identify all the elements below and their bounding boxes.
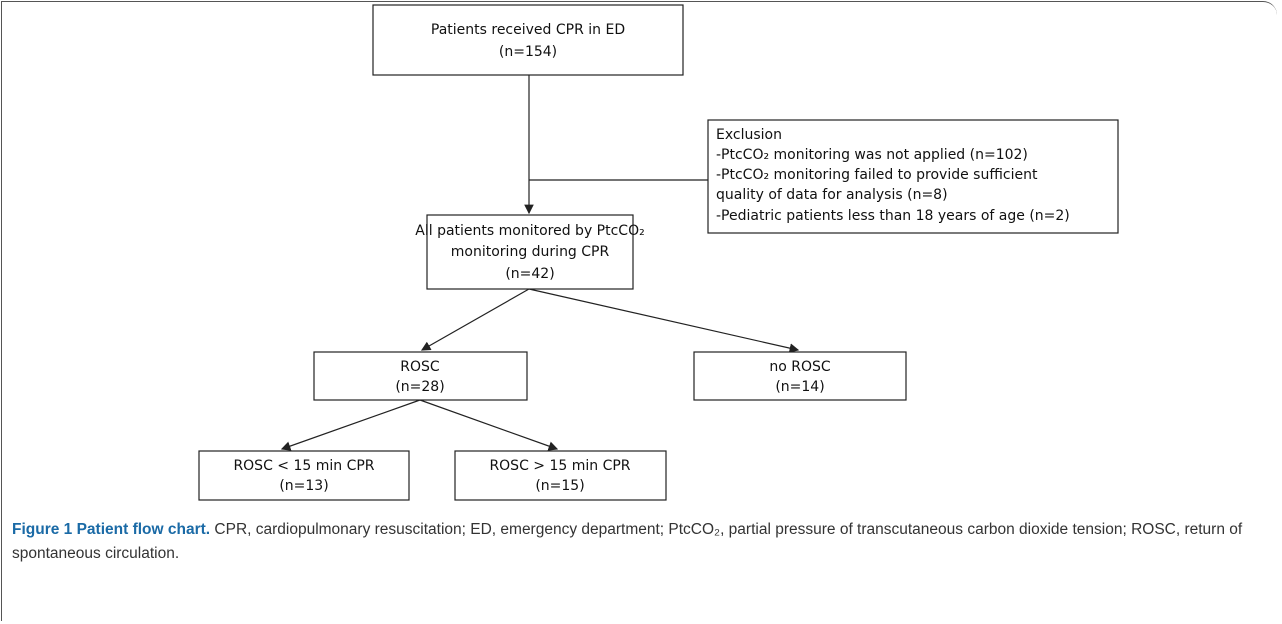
node-box [372, 4, 684, 76]
node-text: -Pediatric patients less than 18 years o… [716, 208, 1070, 224]
arrow [420, 288, 530, 351]
node-text: monitoring during CPR [451, 244, 610, 260]
caption-label: Figure 1 Patient flow chart. [12, 521, 211, 538]
arrow [280, 399, 421, 451]
node-text: Exclusion [716, 127, 782, 143]
node-text: quality of data for analysis (n=8) [716, 187, 948, 203]
arrow [528, 288, 800, 353]
node-box [198, 450, 410, 501]
node-text: (n=42) [505, 266, 554, 282]
node-text: (n=14) [775, 379, 824, 395]
node-text: (n=154) [499, 44, 557, 60]
caption-text: CPR, cardiopulmonary resuscitation; ED, … [12, 521, 1243, 562]
node-text: -PtcCO₂ monitoring was not applied (n=10… [716, 147, 1028, 163]
node-text: -PtcCO₂ monitoring failed to provide suf… [716, 167, 1038, 183]
node-text: (n=28) [395, 379, 444, 395]
node-box [693, 351, 907, 401]
node-box [313, 351, 528, 401]
node-box [426, 214, 634, 290]
node-text: ROSC < 15 min CPR [233, 458, 374, 474]
node-text: All patients monitored by PtcCO₂ [415, 223, 644, 239]
node-box [454, 450, 667, 501]
node-text: ROSC > 15 min CPR [489, 458, 630, 474]
caption: Figure 1 Patient flow chart. CPR, cardio… [12, 518, 1262, 566]
node-box [707, 119, 1119, 234]
node-text: ROSC [400, 359, 440, 375]
arrow [419, 399, 559, 451]
node-text: no ROSC [769, 359, 831, 375]
node-text: (n=13) [279, 478, 328, 494]
node-text: Patients received CPR in ED [431, 22, 625, 38]
node-text: (n=15) [535, 478, 584, 494]
